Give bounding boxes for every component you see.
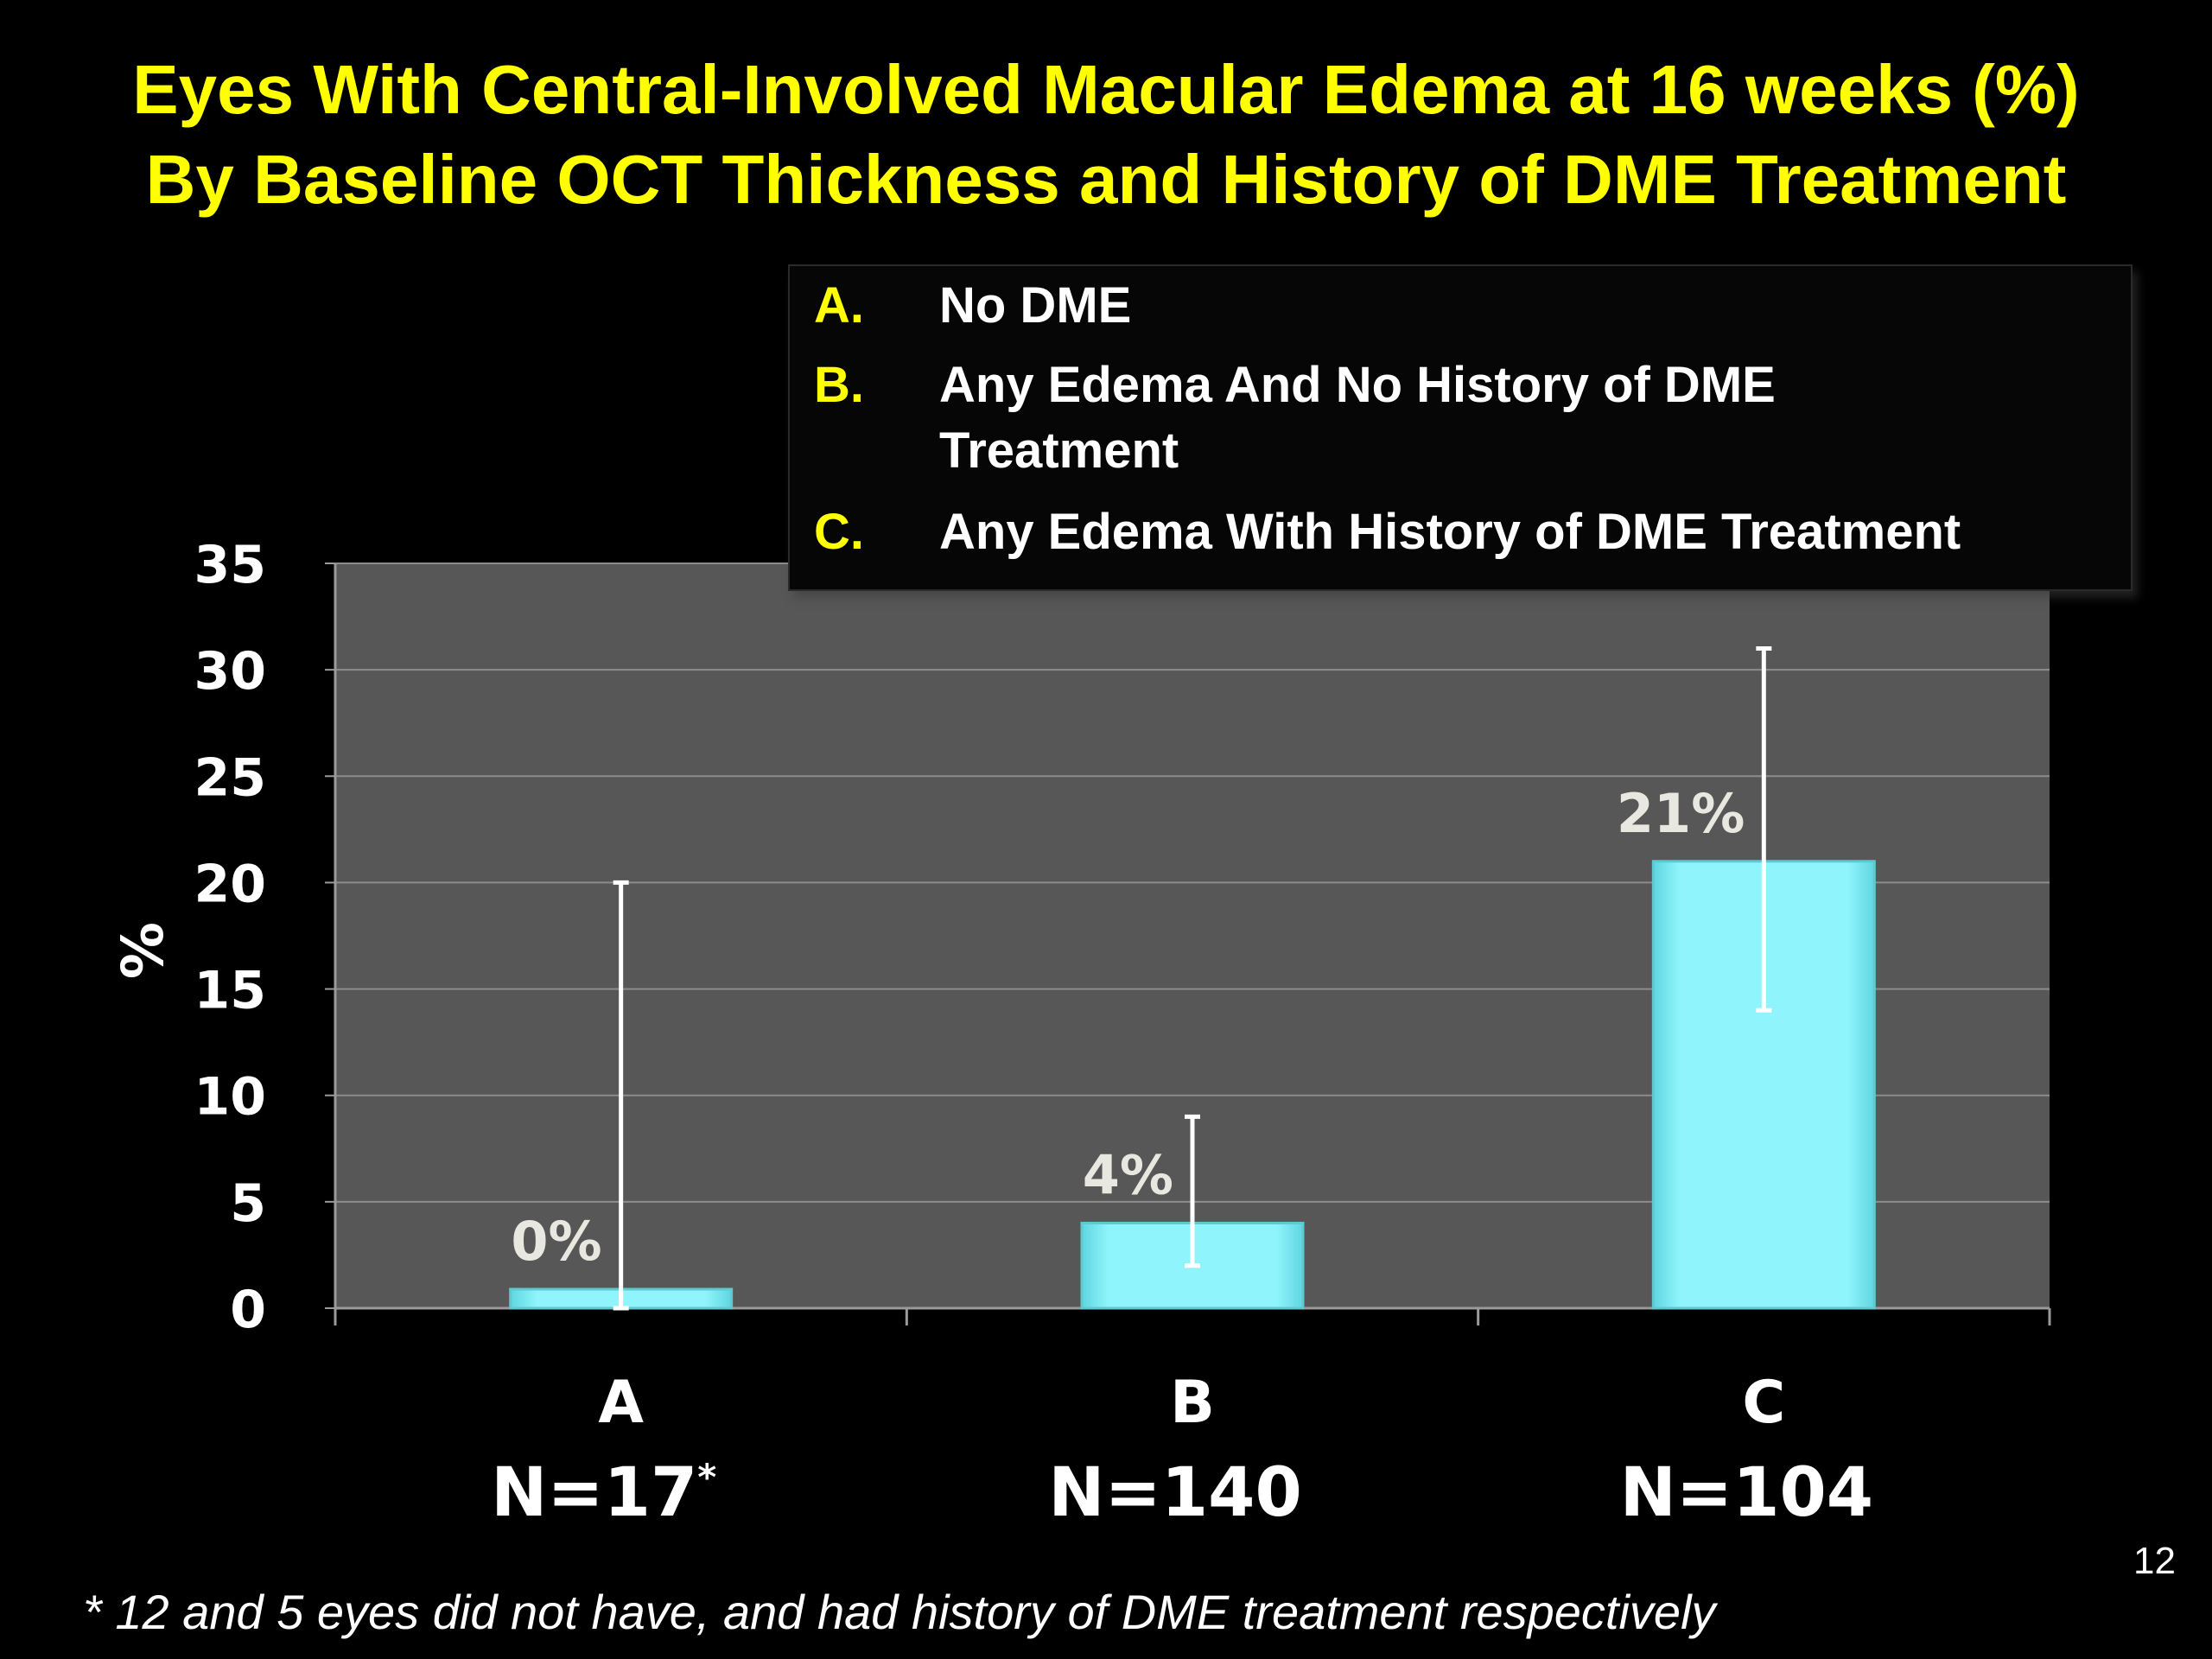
y-tick-label: 30: [194, 641, 267, 702]
category-label: B: [1170, 1369, 1215, 1437]
data-label: 4%: [1083, 1143, 1173, 1206]
legend-text: Any Edema And No History of DME Treatmen…: [939, 357, 1776, 479]
sample-size-label: N=140: [1048, 1454, 1301, 1532]
legend-key: B.: [814, 357, 864, 413]
y-tick-label: 35: [194, 535, 267, 595]
legend: A. No DME B. Any Edema And No History of…: [788, 264, 2133, 591]
sample-size-label: N=104: [1620, 1454, 1873, 1532]
title-line-1: Eyes With Central-Involved Macular Edema…: [132, 51, 2080, 128]
y-tick-label: 0: [230, 1280, 266, 1340]
footnote-marker: *: [697, 1456, 716, 1498]
legend-text: Any Edema With History of DME Treatment: [939, 504, 1961, 560]
footnote: * 12 and 5 eyes did not have, and had hi…: [83, 1585, 1716, 1639]
y-tick-label: 10: [194, 1067, 267, 1128]
data-label: 21%: [1617, 782, 1745, 845]
y-tick-label: 5: [230, 1173, 266, 1234]
title-line-2: By Baseline OCT Thickness and History of…: [145, 141, 2067, 218]
legend-key: C.: [814, 504, 864, 560]
y-tick-label: 20: [194, 854, 267, 914]
y-axis-label: %: [110, 922, 176, 979]
data-label: 0%: [511, 1210, 601, 1273]
y-tick-label: 25: [194, 747, 267, 808]
category-label: C: [1742, 1369, 1785, 1437]
legend-text: No DME: [939, 277, 1132, 334]
slide-title: Eyes With Central-Involved Macular Edema…: [0, 45, 2212, 225]
category-label: A: [598, 1369, 644, 1437]
sample-size-label: N=17*: [491, 1454, 716, 1532]
y-tick-label: 15: [194, 961, 267, 1021]
legend-key: A.: [814, 277, 864, 334]
slide-number: 12: [2133, 1540, 2176, 1582]
